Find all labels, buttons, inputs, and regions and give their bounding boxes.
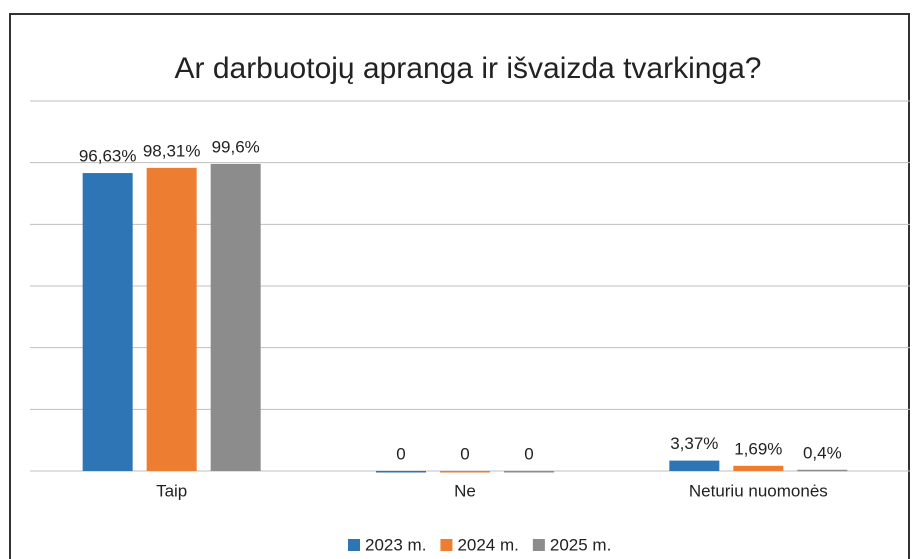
data-label: 0,4%: [803, 443, 842, 462]
data-label: 96,63%: [79, 147, 137, 166]
legend-label: 2023 m.: [365, 535, 426, 554]
legend-label: 2024 m.: [457, 535, 518, 554]
data-label: 0: [460, 444, 469, 463]
data-label: 1,69%: [734, 439, 782, 458]
bar: [440, 471, 490, 473]
bar: [210, 163, 261, 471]
x-tick-label: Neturiu nuomonės: [689, 481, 828, 500]
bar: [797, 469, 848, 472]
legend-label: 2025 m.: [550, 535, 611, 554]
data-label: 98,31%: [143, 141, 201, 160]
data-label: 3,37%: [670, 434, 718, 453]
legend-swatch: [532, 539, 545, 551]
bar: [82, 173, 133, 471]
data-label: 0: [396, 444, 405, 463]
legend-swatch: [440, 539, 453, 551]
data-label: 0: [524, 444, 533, 463]
bar: [504, 471, 554, 473]
x-tick-label: Ne: [454, 481, 476, 500]
legend-swatch: [348, 539, 360, 551]
data-label: 99,6%: [212, 137, 260, 156]
bar: [733, 465, 784, 471]
chart-title: Ar darbuotojų apranga ir išvaizda tvarki…: [174, 52, 761, 85]
bar: [146, 167, 197, 471]
bar: [669, 460, 720, 471]
bar: [376, 471, 426, 473]
x-tick-label: Taip: [156, 481, 187, 500]
